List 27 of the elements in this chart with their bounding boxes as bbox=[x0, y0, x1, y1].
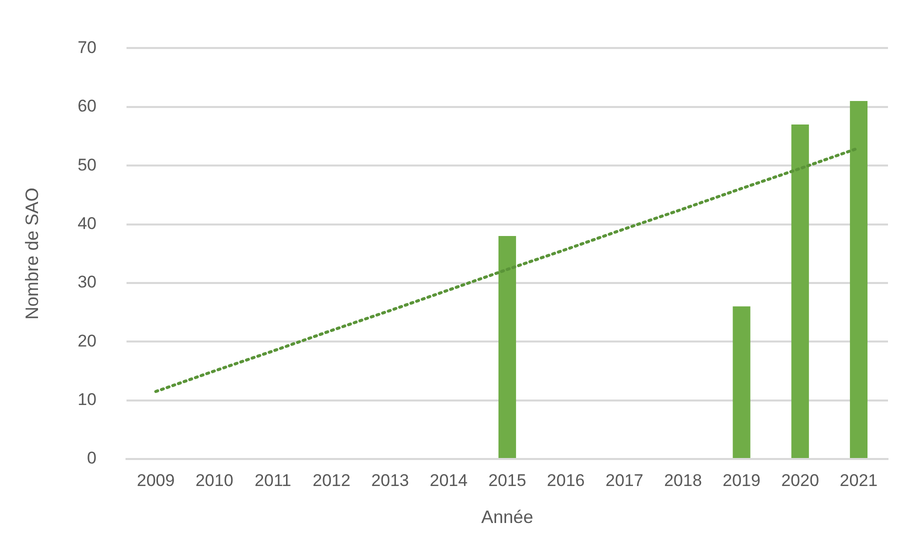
y-axis-title: Nombre de SAO bbox=[22, 188, 42, 320]
x-axis-title: Année bbox=[481, 507, 534, 528]
y-tick-label: 30 bbox=[78, 272, 97, 292]
x-tick-label: 2013 bbox=[371, 470, 410, 490]
x-tick-label: 2019 bbox=[722, 470, 760, 490]
x-tick-label: 2011 bbox=[254, 470, 292, 490]
x-tick-label: 2020 bbox=[781, 470, 820, 490]
x-tick-label: 2015 bbox=[488, 470, 526, 490]
y-tick-label: 50 bbox=[78, 155, 97, 174]
y-tick-label: 20 bbox=[78, 331, 97, 350]
bar bbox=[850, 101, 868, 458]
bar bbox=[732, 306, 750, 458]
y-tick-label: 0 bbox=[87, 448, 97, 468]
x-tick-label: 2010 bbox=[195, 470, 234, 490]
bar bbox=[791, 124, 809, 458]
x-tick-label: 2021 bbox=[840, 470, 878, 490]
x-tick-label: 2016 bbox=[546, 470, 585, 490]
y-tick-label: 10 bbox=[78, 390, 97, 409]
y-tick-label: 60 bbox=[78, 96, 97, 116]
x-tick-label: 2009 bbox=[136, 470, 175, 490]
x-tick-label: 2018 bbox=[664, 470, 702, 490]
x-tick-label: 2017 bbox=[605, 470, 644, 490]
y-tick-label: 70 bbox=[78, 38, 97, 57]
y-tick-label: 40 bbox=[78, 214, 97, 233]
x-tick-label: 2012 bbox=[312, 470, 350, 490]
x-tick-label: 2014 bbox=[430, 470, 468, 490]
bar bbox=[498, 236, 516, 458]
